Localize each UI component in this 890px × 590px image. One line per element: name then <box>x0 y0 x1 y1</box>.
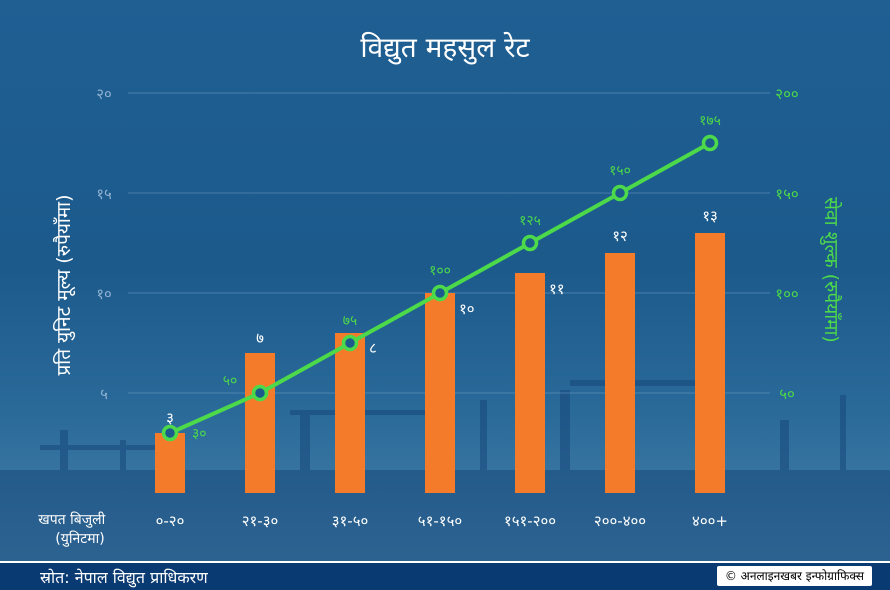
bar <box>695 233 725 493</box>
category-label: २१-३० <box>242 512 279 530</box>
category-label: ०-२० <box>156 512 185 530</box>
bar-value-label: १२ <box>612 227 628 245</box>
x-axis-label: खपत बिजुली (युनिटमा) <box>38 511 109 547</box>
bar <box>245 353 275 493</box>
line-value-label: ५० <box>223 373 238 389</box>
bar <box>425 293 455 493</box>
right-tick-label: १५० <box>775 185 798 203</box>
bar <box>605 253 635 493</box>
line-point <box>521 234 539 252</box>
line-point <box>341 334 359 352</box>
left-tick-label: २० <box>96 85 112 103</box>
line-point <box>431 284 449 302</box>
credit-badge: © अनलाइनखबर इन्फोग्राफिक्स <box>716 566 872 586</box>
category-label: २००-४०० <box>594 512 646 530</box>
bar-value-label: १३ <box>702 207 718 225</box>
category-label: ३१-५० <box>332 512 369 530</box>
x-axis-categories: ०-२० २१-३० ३१-५० ५१-१५० १५१-२०० २००-४०० ४००+ <box>156 512 728 530</box>
right-tick-label: १०० <box>775 285 798 303</box>
line-value-label: १२५ <box>519 213 541 229</box>
category-label: ४००+ <box>692 512 728 530</box>
category-label: ५१-१५० <box>418 512 462 530</box>
service-fee-line <box>161 134 719 442</box>
line-value-label: १७५ <box>699 113 721 129</box>
chart: विद्युत महसुल रेट ५ १० १५ २० ५० १०० १५० २०० प्… <box>38 31 843 547</box>
bar-value-label: ८ <box>369 339 377 357</box>
category-label: १५१-२०० <box>504 512 556 530</box>
left-axis-ticks: ५ १० १५ २० <box>96 85 112 403</box>
source-text: स्रोत: नेपाल विद्युत प्राधिकरण <box>40 568 208 587</box>
bar <box>335 333 365 493</box>
left-tick-label: १० <box>96 285 112 303</box>
line-value-label: १०० <box>429 263 451 279</box>
right-tick-label: ५० <box>779 385 795 403</box>
right-tick-label: २०० <box>775 85 798 103</box>
line-point <box>161 424 179 442</box>
line-point <box>611 184 629 202</box>
left-tick-label: ५ <box>100 385 108 403</box>
line-value-label: १५० <box>609 163 631 179</box>
footer: स्रोत: नेपाल विद्युत प्राधिकरण © अनलाइनख… <box>0 561 890 590</box>
line-value-label: ७५ <box>343 313 358 329</box>
bar-value-label: ३ <box>166 409 174 427</box>
line-value-labels: ३० ५० ७५ १०० १२५ १५० १७५ <box>192 113 721 442</box>
bar-value-labels: ३ ७ ८ १० ११ १२ १३ <box>166 207 718 427</box>
bar-value-label: १० <box>459 300 475 318</box>
chart-title: विद्युत महसुल रेट <box>360 31 530 65</box>
line-value-label: ३० <box>192 426 207 442</box>
line-point <box>251 384 269 402</box>
line-point <box>701 134 719 152</box>
bar-value-label: ११ <box>549 280 565 298</box>
bars <box>155 233 725 493</box>
left-tick-label: १५ <box>96 185 112 203</box>
right-axis-label: सेवा शुल्क (रुपैयाँमा) <box>819 197 843 343</box>
bar <box>155 433 185 493</box>
bar <box>515 273 545 493</box>
right-axis-ticks: ५० १०० १५० २०० <box>775 85 798 403</box>
bar-value-label: ७ <box>256 329 264 347</box>
left-axis-label: प्रति युनिट मूल्य (रुपैयाँमा) <box>52 194 76 375</box>
